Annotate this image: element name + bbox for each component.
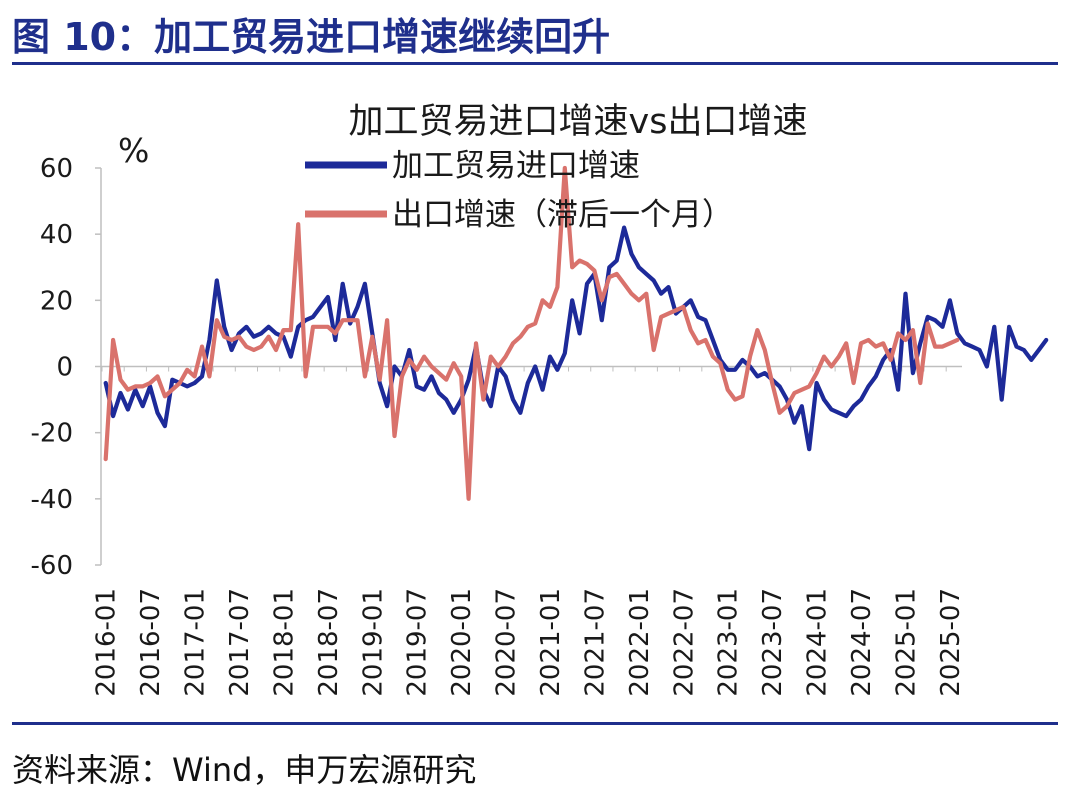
y-tick-label: -40 xyxy=(31,485,73,515)
x-tick-group: 2019-01 xyxy=(358,588,388,697)
y-tick-label: 20 xyxy=(40,286,73,316)
x-tick-label: 2019-01 xyxy=(358,588,388,697)
x-tick-group: 2017-07 xyxy=(225,588,255,697)
x-tick-group: 2016-01 xyxy=(92,588,122,697)
x-tick-group: 2021-07 xyxy=(580,588,610,697)
line-chart: 加工贸易进口增速vs出口增速 % 60 40 20 0 -20 -40 -60 2016-01… xyxy=(31,102,1049,697)
x-tick-label: 2016-07 xyxy=(136,588,166,697)
title-divider xyxy=(12,62,1058,65)
x-tick-label: 2021-07 xyxy=(580,588,610,697)
x-tick-group: 2020-01 xyxy=(447,588,477,697)
legend-label: 加工贸易进口增速 xyxy=(392,148,640,184)
x-tick-group: 2022-07 xyxy=(669,588,699,697)
y-tick-label: -60 xyxy=(31,551,73,581)
x-tick-label: 2018-07 xyxy=(314,588,344,697)
x-tick-group: 2017-01 xyxy=(181,588,211,697)
legend-label: 出口增速（滞后一个月） xyxy=(392,197,733,233)
series-line-export xyxy=(103,165,960,501)
x-tick-group: 2023-07 xyxy=(758,588,788,697)
x-tick-group: 2019-07 xyxy=(403,588,433,697)
footer-divider xyxy=(12,722,1058,725)
x-tick-group: 2025-01 xyxy=(891,588,921,697)
x-tick-group: 2018-01 xyxy=(269,588,299,697)
x-tick-group: 2024-07 xyxy=(847,588,877,697)
x-tick-label: 2025-07 xyxy=(936,588,966,697)
x-tick-group: 2025-07 xyxy=(936,588,966,697)
x-tick-label: 2017-01 xyxy=(181,588,211,697)
x-tick-label: 2024-07 xyxy=(847,588,877,697)
y-tick-label: 40 xyxy=(40,220,73,250)
y-tick-label: 0 xyxy=(56,353,73,383)
series-line-processing-import xyxy=(103,225,1049,452)
x-tick-group: 2022-01 xyxy=(625,588,655,697)
x-tick-label: 2025-01 xyxy=(891,588,921,697)
x-tick-label: 2022-07 xyxy=(669,588,699,697)
y-tick-label: -20 xyxy=(31,419,73,449)
x-tick-label: 2021-01 xyxy=(536,588,566,697)
x-tick-group: 2020-07 xyxy=(492,588,522,697)
x-tick-label: 2020-01 xyxy=(447,588,477,697)
x-tick-label: 2017-07 xyxy=(225,588,255,697)
x-tick-group: 2024-01 xyxy=(803,588,833,697)
x-tick-group: 2023-01 xyxy=(714,588,744,697)
x-tick-label: 2024-01 xyxy=(803,588,833,697)
x-tick-label: 2020-07 xyxy=(492,588,522,697)
y-axis-unit: % xyxy=(118,131,149,170)
x-tick-label: 2016-01 xyxy=(92,588,122,697)
x-tick-group: 2016-07 xyxy=(136,588,166,697)
x-tick-label: 2022-01 xyxy=(625,588,655,697)
figure-title: 图 10：加工贸易进口增速继续回升 xyxy=(12,15,611,59)
series-lines xyxy=(103,165,1049,501)
x-tick-group: 2021-01 xyxy=(536,588,566,697)
x-tick-label: 2023-07 xyxy=(758,588,788,697)
x-tick-group: 2018-07 xyxy=(314,588,344,697)
x-tick-label: 2018-01 xyxy=(269,588,299,697)
x-tick-label: 2023-01 xyxy=(714,588,744,697)
chart-title: 加工贸易进口增速vs出口增速 xyxy=(349,102,808,142)
source-note: 资料来源：Wind，申万宏源研究 xyxy=(12,751,477,789)
y-tick-label: 60 xyxy=(40,154,73,184)
axes: 60 40 20 0 -20 -40 -60 2016-01 2016-07 2017-01 201… xyxy=(31,154,966,697)
x-tick-label: 2019-07 xyxy=(403,588,433,697)
